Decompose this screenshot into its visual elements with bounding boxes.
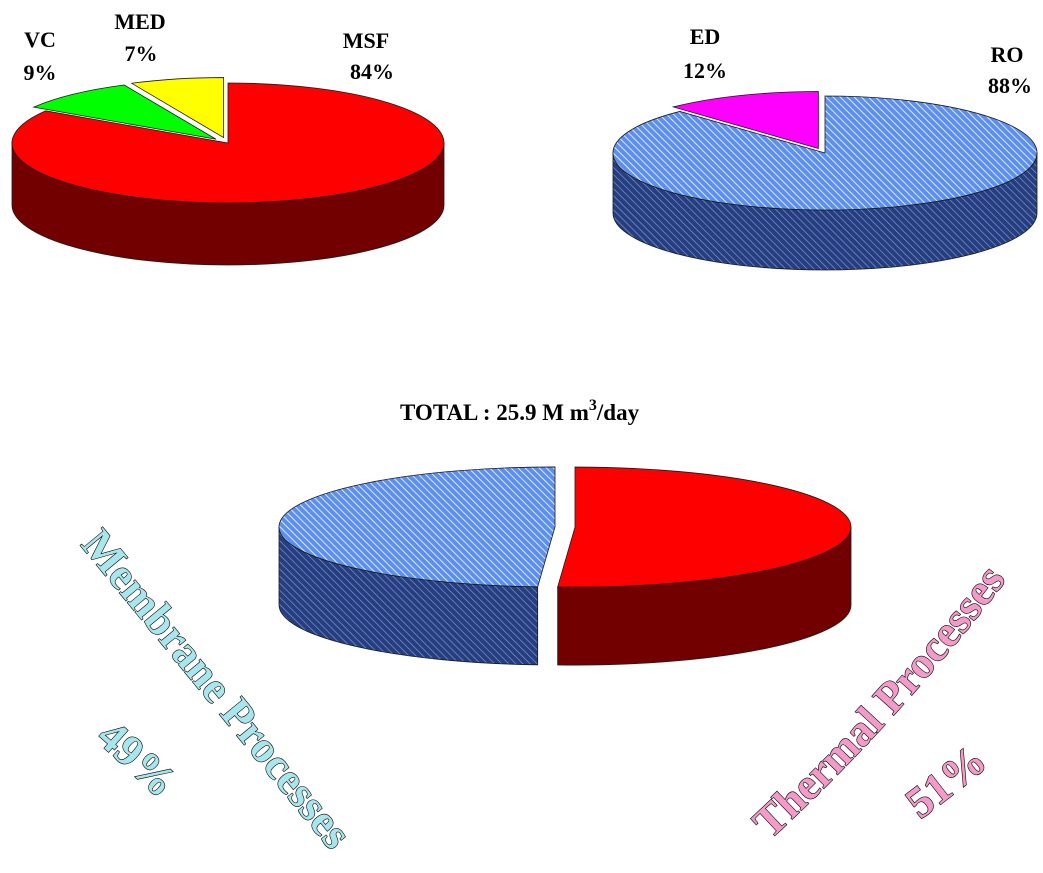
pie-slice-msf <box>11 82 445 204</box>
slice-label-vc-pct: 9% <box>24 60 57 85</box>
total-superscript: 3 <box>589 397 597 414</box>
slice-label-ed-pct: 12% <box>683 58 727 83</box>
slice-label-med-name: MED <box>114 9 165 34</box>
slice-label-ed-name: ED <box>690 24 721 49</box>
pie-slice-vc <box>32 84 217 140</box>
slice-label-ro-name: RO <box>991 42 1024 67</box>
slice-label-med-pct: 7% <box>125 41 158 66</box>
total-capacity-title: TOTAL : 25.9 M m3/day <box>400 397 640 425</box>
membrane-processes-percent: 49% <box>88 711 186 807</box>
slice-label-vc-name: VC <box>24 27 56 52</box>
pie-slice-ed <box>671 91 819 150</box>
membrane-breakdown-pie <box>612 91 1038 271</box>
slice-label-msf-name: MSF <box>343 28 389 53</box>
pie-slice-thermal-processes <box>557 466 852 588</box>
thermal-processes-percent: 51% <box>897 735 996 828</box>
total-capacity-pie <box>278 466 852 666</box>
pie-slice-med <box>130 77 225 139</box>
pie-slice-membrane-processes <box>278 466 556 588</box>
pie-slice-ro <box>612 95 1038 211</box>
thermal-breakdown-pie <box>11 77 445 266</box>
slice-label-msf-pct: 84% <box>350 59 394 84</box>
slice-label-ro-pct: 88% <box>988 73 1032 98</box>
